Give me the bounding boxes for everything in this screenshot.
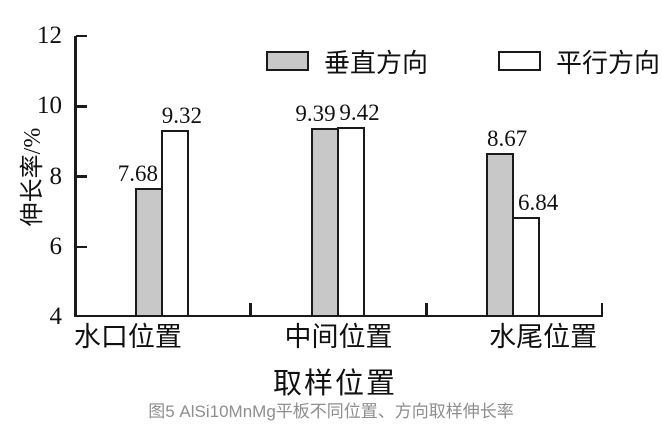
x-tick (249, 303, 252, 317)
parallel-bar-1 (336, 126, 365, 317)
y-axis-line (74, 36, 77, 317)
x-tick (425, 303, 428, 317)
y-tick-label: 10 (37, 92, 62, 120)
vertical-bar-1 (310, 127, 339, 317)
legend-swatch-parallel-direction (498, 51, 541, 71)
x-tick-label: 水口位置 (73, 322, 182, 352)
value-label: 7.68 (117, 160, 158, 186)
value-label: 9.39 (295, 100, 336, 126)
x-tick (600, 303, 604, 317)
legend-item-vertical-direction: 垂直方向 (266, 46, 428, 78)
parallel-bar-0 (160, 130, 189, 317)
figure-caption: 图5 AlSi10MnMg平板不同位置、方向取样伸长率 (148, 402, 514, 421)
x-tick-label: 水尾位置 (489, 322, 598, 352)
legend-swatch-vertical-direction (266, 51, 309, 71)
y-tick-label: 4 (49, 303, 63, 330)
value-label: 9.42 (339, 99, 380, 125)
x-tick-label: 中间位置 (284, 322, 393, 352)
y-tick-label: 6 (49, 232, 63, 260)
y-tick (76, 245, 87, 248)
vertical-bar-0 (134, 187, 163, 317)
value-label: 9.32 (161, 103, 202, 129)
legend-label-parallel-direction: 平行方向 (556, 48, 661, 78)
parallel-bar-2 (512, 217, 541, 317)
y-tick (76, 175, 87, 178)
y-tick-label: 12 (37, 22, 62, 49)
vertical-bar-2 (486, 152, 515, 317)
y-tick-label: 8 (49, 162, 63, 190)
legend-item-parallel-direction: 平行方向 (498, 46, 660, 78)
x-axis-title: 取样位置 (272, 368, 397, 400)
value-label: 6.84 (518, 190, 559, 216)
y-tick (76, 34, 87, 38)
value-label: 8.67 (487, 125, 528, 151)
legend-label-vertical-direction: 垂直方向 (324, 48, 429, 78)
y-tick (76, 105, 87, 108)
